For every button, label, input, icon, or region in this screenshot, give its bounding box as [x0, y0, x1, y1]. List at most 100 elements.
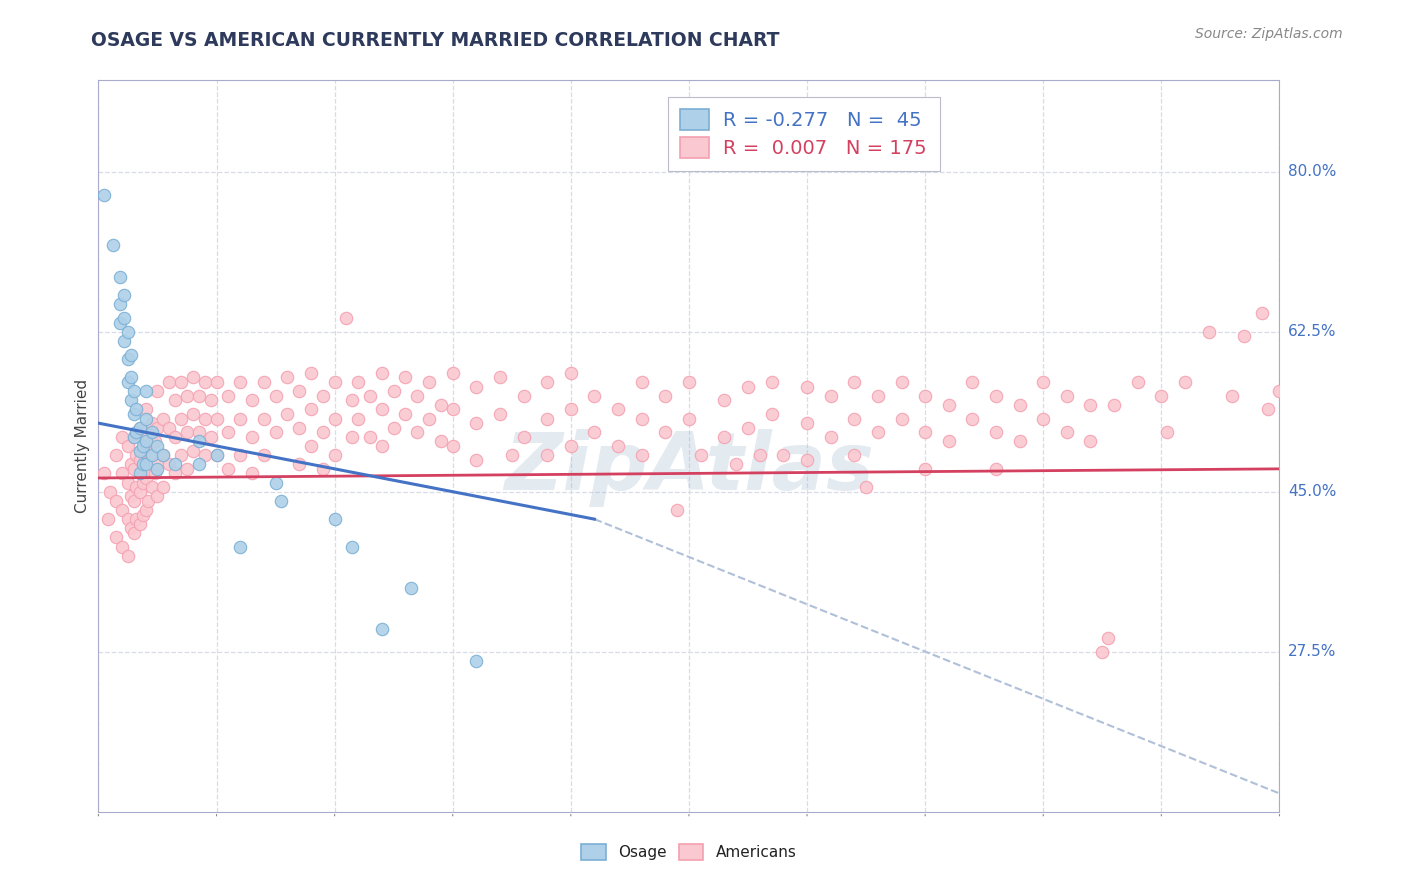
Point — [1156, 425, 1178, 440]
Point — [359, 389, 381, 403]
Point — [111, 430, 134, 444]
Point — [630, 448, 652, 462]
Point — [176, 425, 198, 440]
Point — [170, 448, 193, 462]
Point — [111, 467, 134, 481]
Point — [136, 494, 159, 508]
Point — [117, 439, 139, 453]
Point — [264, 475, 287, 490]
Point — [117, 375, 139, 389]
Point — [125, 512, 148, 526]
Point — [165, 467, 187, 481]
Point — [135, 434, 157, 449]
Point — [512, 389, 534, 403]
Point — [342, 540, 364, 554]
Point — [371, 622, 394, 636]
Point — [205, 411, 228, 425]
Point — [1198, 325, 1220, 339]
Point — [1233, 329, 1256, 343]
Point — [128, 484, 150, 499]
Point — [128, 452, 150, 467]
Point — [93, 187, 115, 202]
Point — [135, 439, 157, 453]
Point — [962, 375, 984, 389]
Point — [1257, 402, 1279, 417]
Point — [441, 439, 464, 453]
Point — [394, 370, 416, 384]
Point — [607, 402, 630, 417]
Point — [194, 411, 217, 425]
Point — [135, 402, 157, 417]
Point — [229, 411, 252, 425]
Point — [394, 407, 416, 421]
Point — [1032, 411, 1054, 425]
Point — [253, 448, 276, 462]
Point — [240, 430, 263, 444]
Point — [122, 430, 145, 444]
Point — [121, 457, 143, 471]
Point — [98, 484, 121, 499]
Point — [105, 494, 128, 508]
Point — [737, 379, 759, 393]
Point — [108, 297, 131, 311]
Point — [962, 411, 984, 425]
Point — [536, 375, 558, 389]
Point — [143, 467, 166, 481]
Point — [382, 421, 405, 435]
Point — [1102, 398, 1125, 412]
Point — [200, 430, 222, 444]
Point — [465, 416, 488, 430]
Point — [323, 375, 346, 389]
Point — [713, 393, 735, 408]
Point — [654, 389, 676, 403]
Point — [583, 389, 606, 403]
Point — [501, 448, 523, 462]
Point — [117, 352, 139, 367]
Point — [347, 411, 370, 425]
Point — [135, 471, 157, 485]
Point — [1056, 389, 1078, 403]
Point — [796, 379, 818, 393]
Y-axis label: Currently Married: Currently Married — [75, 379, 90, 513]
Point — [342, 430, 364, 444]
Point — [401, 581, 423, 595]
Point — [146, 384, 169, 398]
Point — [713, 430, 735, 444]
Point — [135, 411, 157, 425]
Point — [312, 389, 335, 403]
Point — [630, 375, 652, 389]
Point — [430, 434, 453, 449]
Point — [165, 393, 187, 408]
Point — [105, 448, 128, 462]
Point — [170, 375, 193, 389]
Point — [406, 389, 429, 403]
Point — [1097, 631, 1119, 645]
Point — [725, 457, 748, 471]
Point — [128, 516, 150, 531]
Point — [132, 457, 155, 471]
Text: OSAGE VS AMERICAN CURRENTLY MARRIED CORRELATION CHART: OSAGE VS AMERICAN CURRENTLY MARRIED CORR… — [91, 31, 780, 50]
Point — [146, 439, 169, 453]
Point — [152, 448, 174, 462]
Point — [418, 375, 440, 389]
Point — [112, 334, 135, 348]
Point — [276, 370, 298, 384]
Point — [512, 430, 534, 444]
Point — [1250, 306, 1272, 320]
Point — [135, 457, 157, 471]
Point — [371, 366, 394, 380]
Point — [135, 384, 157, 398]
Point — [288, 421, 311, 435]
Point — [678, 375, 700, 389]
Point — [135, 503, 157, 517]
Point — [914, 425, 936, 440]
Point — [844, 448, 866, 462]
Point — [371, 439, 394, 453]
Point — [1008, 398, 1031, 412]
Point — [152, 480, 174, 494]
Point — [105, 530, 128, 544]
Point — [136, 430, 159, 444]
Point — [122, 462, 145, 476]
Point — [128, 443, 150, 458]
Point — [1032, 375, 1054, 389]
